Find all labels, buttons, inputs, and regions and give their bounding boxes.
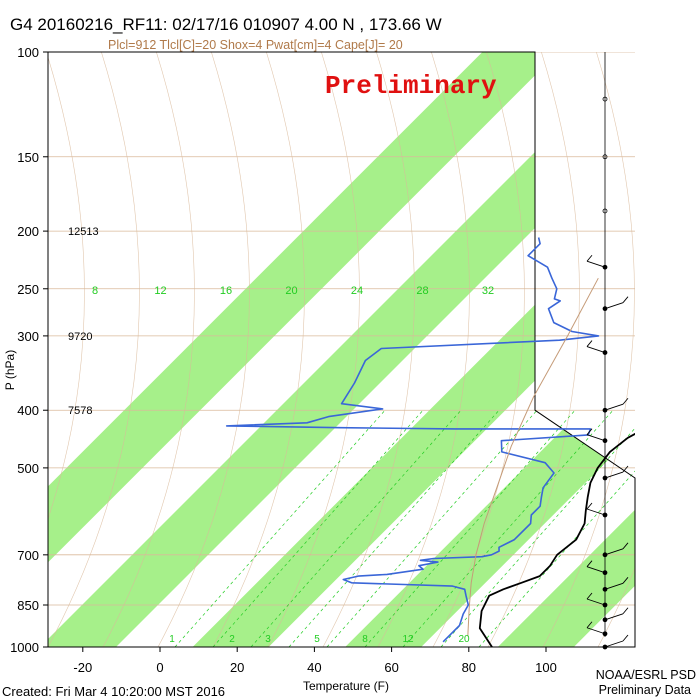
y-tick-label: 500 — [17, 461, 39, 476]
wind-barb — [602, 96, 608, 102]
preliminary-watermark: Preliminary — [325, 71, 497, 101]
temperature-line — [478, 432, 635, 647]
wind-barb — [586, 428, 608, 444]
wind-barb — [586, 340, 608, 355]
y-tick-label: 700 — [17, 548, 39, 563]
height-label: 7578 — [68, 405, 92, 417]
wind-barb — [602, 154, 608, 160]
y-tick-label: 250 — [17, 282, 39, 297]
mixing-ratio-line — [288, 409, 500, 647]
mixing-ratio-label: 8 — [92, 285, 98, 297]
mixing-ratio-label: 32 — [482, 285, 494, 297]
wind-barb — [602, 607, 629, 623]
dry-adiabat-line — [157, 52, 250, 647]
temperature-band — [650, 0, 700, 647]
credit-line-1: NOAA/ESRL PSD — [596, 668, 696, 682]
wind-barb — [586, 592, 608, 608]
mixing-ratio-bottom-label: 5 — [314, 634, 320, 645]
mixing-ratio-line — [440, 427, 635, 647]
y-tick-label: 200 — [17, 224, 39, 239]
profile-lines — [225, 237, 635, 647]
x-tick-label: 20 — [230, 660, 244, 675]
chart-title: G4 20160216_RF11: 02/17/16 010907 4.00 N… — [10, 15, 442, 34]
dry-adiabat-line — [653, 12, 700, 647]
mixing-ratio-line — [402, 409, 614, 647]
mixing-ratio-label: 16 — [220, 285, 232, 297]
mixing-ratio-bottom-label: 12 — [402, 634, 414, 645]
wind-barb — [586, 621, 608, 637]
mixing-ratio-line — [478, 470, 635, 647]
x-tick-label: 40 — [307, 660, 321, 675]
mixing-ratio-label: 20 — [285, 285, 297, 297]
mixing-ratio-line — [174, 409, 386, 647]
dry-adiabat-line — [322, 52, 415, 647]
dry-adiabat-line — [48, 56, 85, 520]
wind-barb — [602, 296, 629, 312]
height-label: 12513 — [68, 226, 99, 238]
wind-barb — [602, 397, 629, 413]
y-tick-label: 400 — [17, 403, 39, 418]
dry-adiabat-line — [377, 52, 470, 647]
dry-adiabat-line — [267, 52, 360, 647]
mixing-ratio-label: 24 — [351, 285, 363, 297]
x-tick-label: 80 — [462, 660, 476, 675]
mixing-ratio-bottom-label: 1 — [169, 634, 175, 645]
wind-barb — [602, 542, 629, 558]
y-tick-label: 300 — [17, 329, 39, 344]
dry-adiabat-line — [432, 52, 525, 647]
gridlines — [48, 12, 700, 647]
credit-line-2: Preliminary Data — [599, 683, 691, 697]
wind-barb — [586, 560, 608, 576]
temperature-band — [48, 52, 635, 647]
mixing-ratio-line — [212, 409, 424, 647]
wind-barb — [602, 577, 629, 592]
created-timestamp: Created: Fri Mar 4 10:20:00 MST 2016 — [2, 684, 225, 699]
height-label: 9720 — [68, 331, 92, 343]
x-tick-label: -20 — [73, 660, 92, 675]
x-axis-label: Temperature (F) — [303, 679, 389, 693]
chart-labels: 100 150 200 250 300 400 500 700 850 1000 -20 0 20 40 6… — [10, 45, 557, 675]
temperature-band — [345, 52, 635, 647]
y-tick-label: 850 — [17, 598, 39, 613]
x-tick-label: 100 — [535, 660, 557, 675]
dry-adiabat-line — [212, 52, 305, 647]
lapse_rate-line — [467, 277, 599, 637]
dry-adiabat-line — [102, 52, 195, 647]
y-tick-label: 100 — [17, 45, 39, 60]
x-tick-label: 60 — [384, 660, 398, 675]
wind-barb — [586, 254, 608, 270]
wind-barb — [602, 465, 629, 481]
chart-subtitle: Plcl=912 Tlcl[C]=20 Shox=4 Pwat[cm]=4 Ca… — [108, 38, 403, 52]
wind-barb — [602, 208, 608, 214]
mixing-ratio-bottom-label: 3 — [265, 634, 271, 645]
mixing-ratio-label: 12 — [154, 285, 166, 297]
y-tick-label: 150 — [17, 150, 39, 165]
mixing-ratio-bottom-label: 2 — [229, 634, 235, 645]
wind-barb — [602, 634, 629, 650]
mixing-ratio-bottom-label: 8 — [362, 634, 368, 645]
dry-adiabat-line — [542, 52, 635, 647]
mixing-ratio-line — [250, 409, 462, 647]
mixing-ratio-line — [326, 409, 538, 647]
mixing-ratio-line — [364, 409, 576, 647]
temperature-band — [48, 52, 635, 647]
x-tick-label: 0 — [156, 660, 163, 675]
mixing-ratio-bottom-label: 20 — [458, 634, 470, 645]
y-tick-label: 1000 — [10, 640, 39, 655]
wind-barb — [586, 502, 608, 518]
wind-barbs — [586, 52, 629, 650]
y-axis-label: P (hPa) — [3, 350, 17, 390]
mixing-ratio-label: 28 — [416, 285, 428, 297]
dewpoint-line — [225, 237, 600, 643]
dry-adiabat-line — [48, 52, 140, 647]
